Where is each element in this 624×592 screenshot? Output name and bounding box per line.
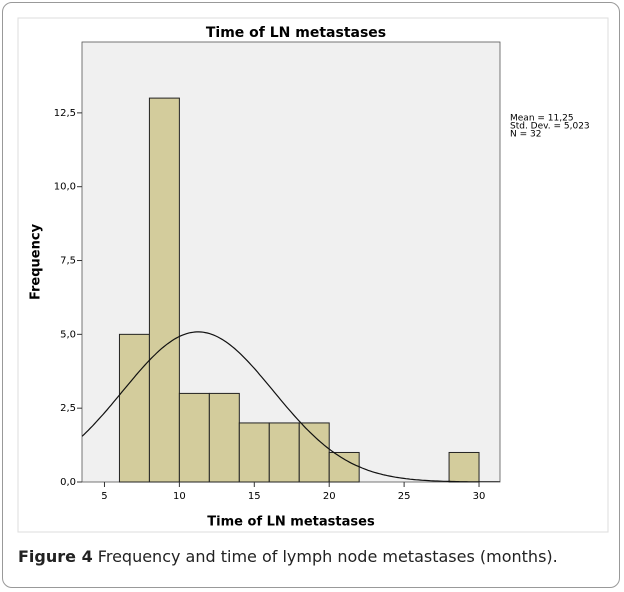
chart-title: Time of LN metastases [206,25,386,41]
x-tick-label: 25 [398,491,411,502]
caption: Figure 4 Frequency and time of lymph nod… [18,544,608,570]
y-tick-label: 2,5 [60,403,76,414]
x-axis-label: Time of LN metastases [207,515,375,530]
y-tick-label: 0,0 [60,477,76,488]
bar [148,97,180,483]
normal-curve [82,331,500,482]
caption-label: Figure 4 [18,547,93,566]
x-tick-label: 15 [248,491,261,502]
bar [208,392,240,483]
caption-text: Frequency and time of lymph node metasta… [97,547,558,566]
y-tick-label: 7,5 [60,256,76,267]
x-tick-label: 10 [173,491,186,502]
stats-annotation: Mean = 11,25 [510,114,574,124]
chart: Time of LN metastases Time of LN metasta… [17,17,609,533]
y-tick-label: 5,0 [60,329,76,340]
bar [178,392,210,483]
y-axis-label: Frequency [29,223,44,300]
bar [448,451,480,483]
bar [328,451,360,483]
y-tick-label: 10,0 [54,182,76,193]
y-tick-label: 12,5 [54,108,76,119]
stats-annotation: Std. Dev. = 5,023 [510,122,590,132]
bar [298,422,330,483]
stats-annotation: N = 32 [510,130,541,140]
x-tick-label: 5 [101,491,107,502]
bar [118,333,150,483]
x-tick-label: 20 [323,491,336,502]
bar [268,422,300,483]
x-tick-label: 30 [473,491,486,502]
bar [238,422,270,483]
